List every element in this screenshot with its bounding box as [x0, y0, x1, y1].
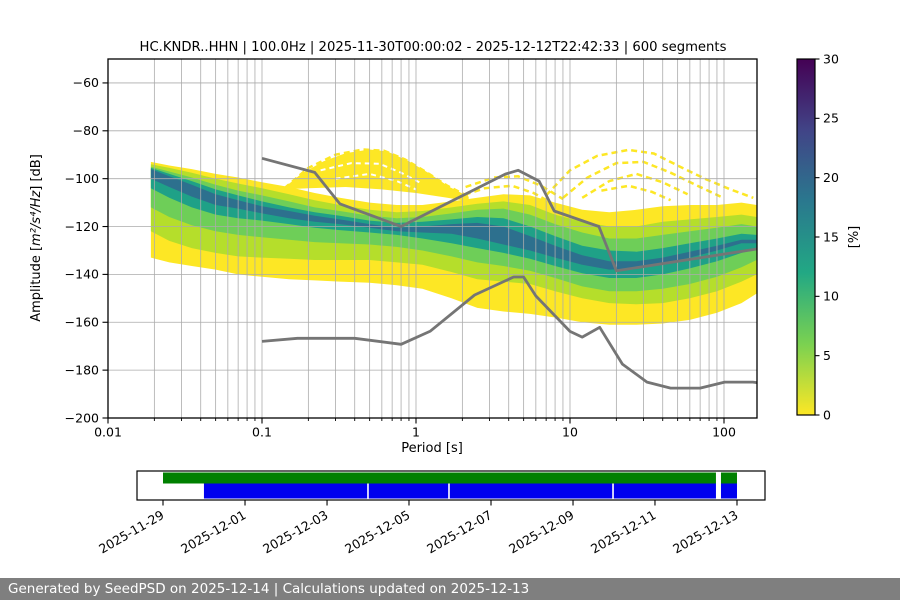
psd-arc [465, 175, 564, 201]
timeline-gap [715, 472, 721, 499]
y-tick-label: −60 [73, 75, 99, 90]
timeline-date-label: 2025-12-13 [670, 507, 740, 556]
ppsd-figure: 0.01 0.1 1 10 100−60−80−100−120−140−160−180−… [29, 40, 862, 556]
psd-arc [545, 148, 754, 199]
colorbar-tick-label: 25 [823, 111, 839, 126]
timeline-date-label: 2025-12-05 [342, 507, 412, 556]
timeline-day-gap [612, 483, 614, 499]
y-tick-label: −200 [65, 410, 99, 425]
density-histogram [150, 161, 757, 325]
colorbar-tick-label: 10 [823, 289, 839, 304]
timeline-psd-coverage-bar [203, 483, 737, 499]
psd-arc [454, 184, 552, 204]
y-tick-label: −120 [65, 219, 99, 234]
psd-arc [581, 172, 689, 199]
colorbar-tick-label: 5 [823, 348, 831, 363]
colorbar: 0 5 10 15 20 25 30 [796, 51, 839, 422]
timeline-date-label: 2025-12-09 [506, 507, 576, 556]
psd-curve-arcs [282, 148, 754, 204]
y-tick-label: −140 [65, 267, 99, 282]
x-axis-label: Period [s] [401, 441, 463, 456]
y-tick-label: −180 [65, 362, 99, 377]
psd-arc [562, 160, 722, 199]
y-tick-label: −100 [65, 171, 99, 186]
colorbar-tick-label: 15 [823, 229, 839, 244]
psd-arc [601, 184, 672, 202]
timeline-day-gap [367, 483, 369, 499]
x-tick-label: 10 [562, 425, 578, 440]
y-tick-label: −160 [65, 315, 99, 330]
density-layer-13pct [150, 167, 757, 278]
timeline-date-label: 2025-11-29 [96, 507, 166, 556]
axes-frame: 0.01 0.1 1 10 100 −60 −80 −100 −120 −140 −160 −180 −… [65, 58, 758, 440]
colorbar-tick-label: 0 [823, 407, 831, 422]
x-tick-label: 1 [412, 425, 420, 440]
texture-arc [335, 172, 417, 191]
timeline-date-label: 2025-12-07 [424, 507, 494, 556]
colorbar-tick-label: 30 [823, 51, 839, 66]
grid-lines [107, 59, 757, 419]
timeline-date-label: 2025-12-11 [588, 507, 658, 556]
footer-status-bar: Generated by SeedPSD on 2025-12-14 | Cal… [0, 578, 900, 600]
colorbar-tick-label: 20 [823, 170, 839, 185]
y-axis-label: Amplitude [m²/s⁴/Hz] [dB] [29, 154, 44, 322]
plot-frame [107, 58, 758, 419]
timeline-date-label: 2025-12-01 [178, 507, 248, 556]
timeline-availability-bar [162, 472, 737, 484]
timeline-date-label: 2025-12-03 [260, 507, 330, 556]
x-tick-label: 0.01 [94, 425, 122, 440]
timeline-day-gap [448, 483, 450, 499]
y-tick-label: −80 [73, 123, 99, 138]
plot-title: HC.KNDR..HHN | 100.0Hz | 2025-11-30T00:0… [140, 40, 727, 55]
x-tick-label: 0.1 [252, 425, 272, 440]
psd-arc [283, 148, 470, 198]
colorbar-gradient [796, 58, 816, 416]
x-tick-label: 100 [712, 425, 736, 440]
texture-arc [320, 162, 420, 184]
nhnm-line [261, 156, 757, 273]
nlnm-line [261, 275, 757, 390]
noise-model-lines [261, 156, 757, 390]
colorbar-label: [%] [847, 226, 862, 249]
coverage-timeline: 2025-11-29 2025-12-01 2025-12-03 2025-12-05… [96, 470, 766, 556]
